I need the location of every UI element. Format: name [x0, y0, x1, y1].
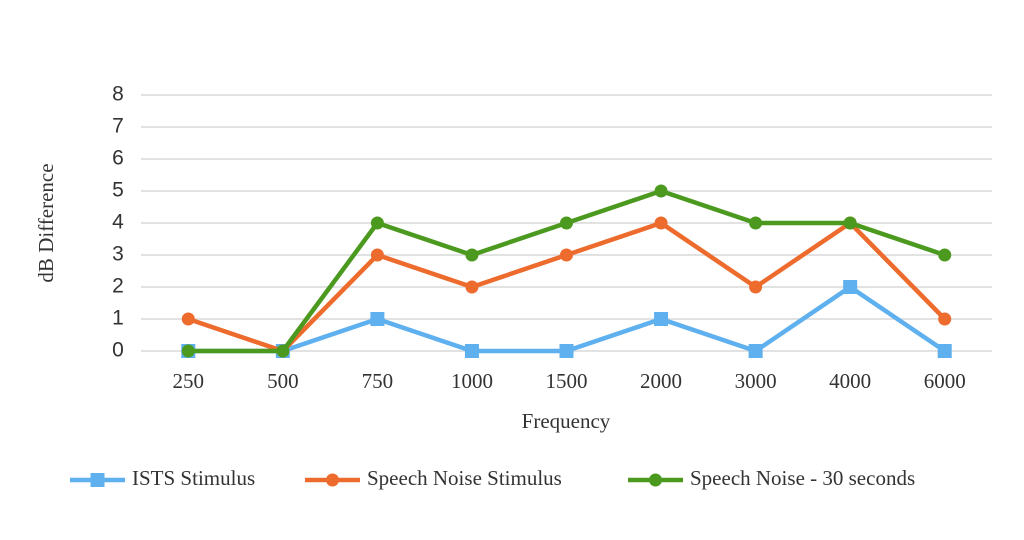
data-point	[843, 216, 857, 230]
x-tick-label: 750	[362, 369, 394, 393]
data-point	[181, 344, 195, 358]
data-point	[560, 248, 573, 262]
x-axis-title: Frequency	[522, 409, 611, 433]
y-tick-label: 5	[112, 179, 124, 202]
y-axis-title: dB Difference	[34, 163, 58, 282]
data-point	[749, 216, 763, 230]
data-point	[843, 280, 858, 294]
y-tick-label: 2	[112, 275, 124, 298]
x-tick-label: 4000	[829, 369, 871, 393]
data-point	[370, 248, 384, 262]
data-point	[276, 344, 290, 358]
y-tick-label: 0	[112, 339, 124, 362]
legend-marker	[649, 473, 662, 487]
y-tick-label: 4	[112, 211, 124, 234]
y-tick-label: 1	[112, 307, 124, 330]
data-point	[937, 344, 952, 358]
x-tick-label: 3000	[735, 369, 777, 393]
y-tick-label: 7	[112, 115, 124, 138]
data-point	[464, 344, 479, 358]
legend-label: ISTS Stimulus	[132, 466, 255, 490]
x-tick-label: 1000	[451, 369, 493, 393]
data-point	[938, 248, 952, 262]
data-point	[654, 216, 668, 230]
y-tick-label: 3	[112, 243, 124, 266]
x-tick-label: 1500	[546, 369, 588, 393]
legend-marker	[90, 473, 105, 487]
legend-label: Speech Noise Stimulus	[367, 466, 562, 490]
x-tick-label: 250	[173, 369, 205, 393]
legend-label: Speech Noise - 30 seconds	[690, 466, 915, 490]
y-tick-label: 6	[112, 147, 124, 170]
data-point	[560, 216, 573, 230]
legend-marker	[326, 473, 339, 487]
x-tick-label: 2000	[640, 369, 682, 393]
data-point	[654, 312, 669, 326]
data-point	[465, 248, 479, 262]
data-point	[465, 280, 479, 294]
series-line	[188, 188, 946, 354]
data-point	[748, 344, 763, 358]
y-tick-label: 8	[112, 83, 124, 106]
data-point	[181, 312, 195, 326]
x-tick-label: 500	[267, 369, 299, 393]
data-point	[938, 312, 952, 326]
data-point	[370, 312, 385, 326]
data-point	[370, 216, 384, 230]
data-point	[654, 184, 668, 198]
x-tick-label: 6000	[924, 369, 966, 393]
data-point	[749, 280, 763, 294]
data-point	[559, 344, 574, 358]
